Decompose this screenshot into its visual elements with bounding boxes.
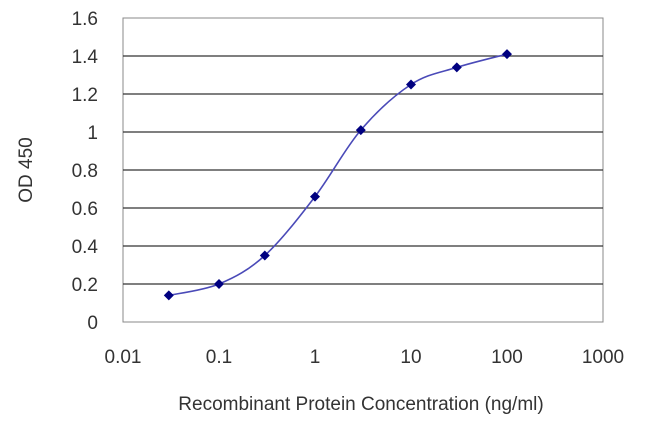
data-point-marker [310,191,320,202]
x-tick-label: 0.1 [206,347,232,368]
x-tick-label: 1000 [582,347,624,368]
data-point-marker [259,250,270,261]
data-point-marker [163,290,174,301]
y-tick-label: 0 [87,313,98,334]
x-tick-label: 100 [491,347,523,368]
x-tick-label: 1 [310,347,321,368]
x-axis-ticks: 0.01 0.1 1 10 100 1000 [105,347,625,368]
series [163,49,512,301]
y-axis-ticks: 0 0.2 0.4 0.6 0.8 1 1.2 1.4 1.6 [72,9,99,334]
x-tick-label: 0.01 [105,347,142,368]
y-axis-title: OD 450 [16,137,37,202]
y-tick-label: 0.6 [72,199,98,220]
y-tick-label: 0.4 [72,237,99,258]
data-point-marker [406,79,416,90]
data-point-marker [451,62,462,73]
data-point-marker [355,125,366,136]
y-tick-label: 1.4 [72,47,99,68]
data-point-marker [214,279,224,289]
y-tick-label: 0.2 [72,275,98,296]
series-line [168,53,508,297]
x-tick-label: 10 [400,347,421,368]
y-tick-label: 1.6 [72,9,98,30]
y-tick-label: 0.8 [72,161,98,182]
y-tick-label: 1 [87,123,98,144]
y-tick-label: 1.2 [72,85,98,106]
data-point-marker [502,49,512,60]
x-axis-title: Recombinant Protein Concentration (ng/ml… [178,394,543,415]
